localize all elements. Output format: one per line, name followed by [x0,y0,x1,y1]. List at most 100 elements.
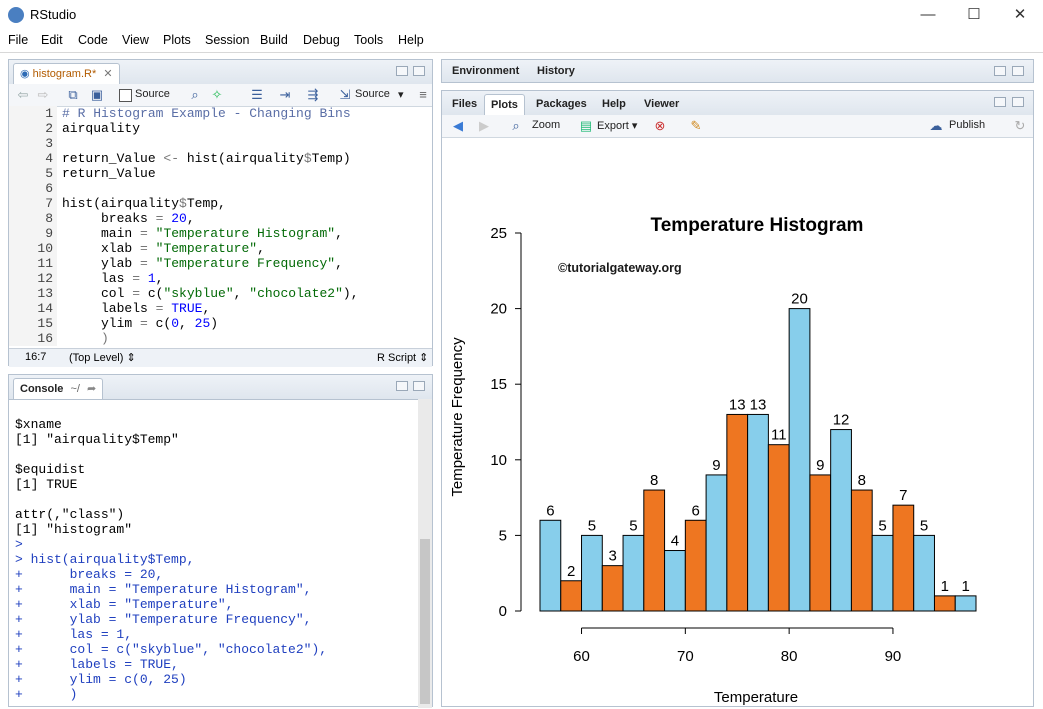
histogram-bar [684,519,707,612]
close-button[interactable]: ✕ [1013,6,1027,23]
minimize-pane-icon[interactable] [994,97,1006,107]
compile-report-icon[interactable]: ☰ [251,87,263,102]
next-plot-icon[interactable]: ▶ [479,118,489,133]
code-line[interactable]: ylab = "Temperature Frequency", [62,256,343,271]
previous-plot-icon[interactable]: ◀ [453,118,463,133]
histogram-bar [809,474,832,612]
scope-selector[interactable]: (Top Level) ⇕ [69,352,136,364]
menu-file[interactable]: File [8,33,29,47]
menu-plots[interactable]: Plots [163,33,191,47]
y-tick-label: 10 [490,452,507,469]
tab-help[interactable]: Help [602,98,626,110]
console-line: [1] TRUE [15,477,78,492]
window-title: RStudio [30,7,77,22]
publish-button[interactable]: Publish [949,119,986,131]
r-file-icon: ◉ [20,68,30,80]
bar-count-label: 5 [878,517,886,534]
bar-count-label: 8 [650,472,658,489]
x-tick-label: 90 [885,648,902,665]
forward-arrow-icon[interactable]: ⇨ [37,87,49,102]
zoom-icon[interactable]: ⌕ [512,118,520,133]
rstudio-logo-icon [8,7,24,23]
minimize-button[interactable]: — [920,6,936,23]
source-button[interactable]: Source [355,88,390,100]
back-arrow-icon[interactable]: ⇦ [17,87,29,102]
refresh-icon[interactable]: ↻ [1014,118,1026,133]
code-line[interactable]: main = "Temperature Histogram", [62,226,343,241]
code-line[interactable]: airquality [62,121,141,136]
bar-count-label: 13 [750,396,767,413]
maximize-pane-icon[interactable] [413,381,425,391]
menu-help[interactable]: Help [398,33,424,47]
code-line[interactable]: breaks = 20, [62,211,195,226]
menu-debug[interactable]: Debug [303,33,340,47]
bar-count-label: 2 [567,563,575,580]
plot-canvas: Temperature Histogram Temperature Freque… [442,137,1035,708]
tab-environment[interactable]: Environment [452,65,520,77]
code-line[interactable]: xlab = "Temperature", [62,241,265,256]
code-line[interactable]: col = c("skyblue", "chocolate2"), [62,286,359,301]
console-scrollbar[interactable] [418,399,432,708]
y-tick-label: 0 [499,603,507,620]
maximize-pane-icon[interactable] [1012,97,1024,107]
outline-icon[interactable]: ≡ [419,87,427,102]
maximize-pane-icon[interactable] [1012,66,1024,76]
search-icon[interactable]: ⌕ [191,87,199,102]
code-line[interactable]: labels = TRUE, [62,301,211,316]
code-line[interactable]: ylim = c(0, 25) [62,316,219,331]
publish-icon[interactable]: ☁ [929,118,943,133]
run-line-icon[interactable]: ⇥ [279,87,291,102]
remove-plot-icon[interactable]: ⊗ [654,118,666,133]
export-icon[interactable]: ▤ [579,118,593,133]
tab-console[interactable]: Console ~/ ➦ [13,378,104,399]
line-number: 1 [45,106,53,121]
source-on-save-checkbox[interactable] [119,89,132,102]
watermark-text: ©tutorialgateway.org [558,261,682,275]
save-icon[interactable]: ▣ [90,87,104,102]
tab-viewer[interactable]: Viewer [644,98,680,110]
tab-files[interactable]: Files [452,98,478,110]
maximize-button[interactable]: ☐ [967,6,981,23]
minimize-pane-icon[interactable] [396,381,408,391]
menu-build[interactable]: Build [260,33,288,47]
source-dropdown-icon[interactable]: ▾ [398,89,404,101]
minimize-pane-icon[interactable] [396,66,408,76]
bar-count-label: 3 [608,548,616,565]
tab-histogram-r[interactable]: ◉ histogram.R* ✕ [13,63,120,84]
magic-wand-icon[interactable]: ✧ [211,87,223,102]
y-tick-label: 25 [490,225,507,242]
show-in-window-icon[interactable]: ⧉ [68,87,78,102]
histogram-bar [726,413,749,612]
zoom-button[interactable]: Zoom [532,119,561,131]
menu-edit[interactable]: Edit [41,33,63,47]
maximize-pane-icon[interactable] [413,66,425,76]
code-line[interactable]: ) [101,331,109,346]
y-axis-label: Temperature Frequency [449,337,466,497]
histogram-bar [664,550,686,612]
menu-tools[interactable]: Tools [354,33,384,47]
tab-packages[interactable]: Packages [536,98,587,110]
export-button[interactable]: Export ▾ [597,120,638,132]
tab-plots[interactable]: Plots [484,94,525,115]
source-icon[interactable]: ⇲ [339,87,351,102]
goto-directory-icon[interactable]: ➦ [87,383,97,395]
close-tab-icon[interactable]: ✕ [103,68,113,80]
code-line[interactable]: las = 1, [62,271,164,286]
minimize-pane-icon[interactable] [994,66,1006,76]
tab-history[interactable]: History [537,65,575,77]
code-line[interactable]: hist(airquality$Temp, [62,196,226,211]
code-line[interactable]: return_Value [62,166,156,181]
file-type-selector[interactable]: R Script ⇕ [377,352,429,364]
scrollbar-thumb[interactable] [420,539,430,704]
code-line[interactable]: return_Value <- hist(airquality$Temp) [62,151,351,166]
menu-session[interactable]: Session [205,33,250,47]
files-tabstrip: Files Plots Packages Help Viewer [442,91,1033,116]
console-line: [1] "airquality$Temp" [15,432,179,447]
code-line[interactable]: # R Histogram Example - Changing Bins [62,106,351,121]
bar-count-label: 11 [771,427,787,444]
clear-all-broom-icon[interactable]: ✎ [690,118,702,133]
menu-code[interactable]: Code [78,33,108,47]
rerun-icon[interactable]: ⇶ [307,87,319,102]
menu-view[interactable]: View [122,33,149,47]
bar-count-label: 12 [833,412,850,429]
